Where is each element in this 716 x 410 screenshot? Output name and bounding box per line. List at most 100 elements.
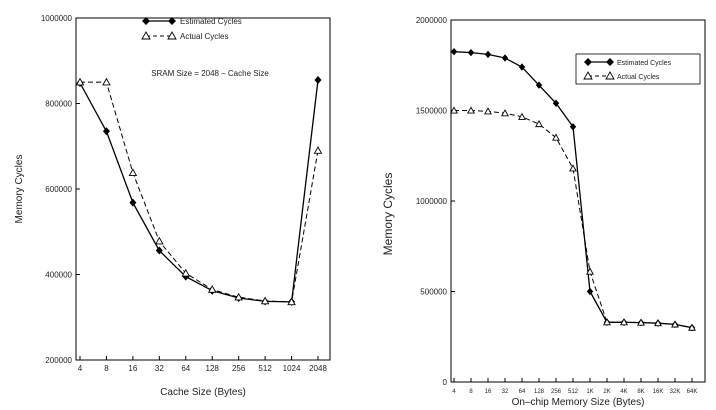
left-estimated-cycles-point	[314, 75, 322, 84]
right-y-axis-label: Memory Cycles	[381, 173, 395, 256]
right-legend: Estimated Cycles Actual Cycles	[575, 53, 701, 85]
right-actual-cycles-point	[654, 319, 662, 327]
right-legend-box	[575, 53, 701, 85]
chart-left-cache-size: Memory Cycles Cache Size (Bytes) SRAM Si…	[14, 14, 331, 398]
left-legend-estimated-marker-end	[168, 17, 176, 25]
right-legend-actual-marker	[583, 71, 593, 80]
right-estimated-cycles-point	[535, 81, 543, 89]
right-actual-cycles-point	[688, 323, 696, 331]
right-x-tick-label: 64	[519, 389, 526, 395]
left-legend: Estimated Cycles Actual Cycles	[141, 17, 242, 41]
left-x-tick-label: 32	[155, 364, 164, 373]
left-x-tick-label: 8	[104, 364, 109, 373]
right-estimated-cycles-point	[484, 50, 492, 59]
left-actual-cycles-point	[313, 146, 323, 154]
left-estimated-cycles-point	[102, 127, 110, 136]
left-x-tick-label: 512	[258, 364, 272, 373]
right-estimated-cycles-point	[569, 123, 577, 131]
right-x-tick-label: 16	[485, 389, 492, 395]
right-x-tick-label: 16K	[653, 389, 664, 395]
left-estimated-cycles-point	[155, 246, 163, 255]
right-actual-cycles-point	[671, 320, 679, 328]
left-legend-actual-label: Actual Cycles	[180, 32, 228, 41]
right-x-tick-label: 256	[551, 389, 562, 395]
right-x-tick-label: 8	[469, 389, 473, 395]
left-actual-cycles-point	[260, 296, 270, 305]
right-x-tick-label: 4K	[620, 389, 627, 395]
right-estimated-cycles-point	[586, 287, 594, 296]
left-legend-actual-marker	[141, 31, 151, 40]
right-actual-cycles-point	[467, 106, 475, 114]
right-x-axis-label: On–chip Memory Size (Bytes)	[512, 397, 645, 408]
right-actual-cycles-point	[484, 107, 492, 115]
left-estimated-cycles-line	[79, 79, 319, 303]
right-y-tick-label: 1500000	[416, 107, 448, 116]
right-actual-cycles-point	[586, 267, 594, 275]
left-estimated-cycles-point	[129, 198, 137, 207]
left-legend-estimated-marker	[142, 17, 150, 25]
left-x-tick-label: 16	[128, 364, 137, 373]
right-x-tick-label: 1K	[586, 389, 593, 395]
left-actual-cycles-point	[234, 292, 243, 301]
right-x-tick-label: 128	[534, 389, 545, 395]
right-legend-estimated-marker-end	[606, 58, 614, 66]
right-legend-estimated-label: Estimated Cycles	[617, 60, 672, 67]
left-x-tick-label: 64	[181, 364, 190, 373]
left-x-tick-label: 128	[206, 364, 220, 373]
right-actual-cycles-point	[603, 318, 611, 326]
right-legend-estimated-marker	[584, 58, 592, 66]
left-x-tick-label: 256	[232, 364, 246, 373]
right-x-tick-label: 32	[502, 389, 509, 395]
right-actual-cycles-point	[518, 112, 526, 120]
right-actual-cycles-point	[450, 106, 458, 114]
right-actual-cycles-point	[501, 109, 509, 117]
right-y-tick-label: 2000000	[416, 16, 448, 25]
left-x-tick-label: 1024	[283, 364, 301, 373]
left-y-tick-label: 400000	[45, 271, 72, 280]
left-actual-cycles-point	[181, 268, 191, 277]
chart-right-onchip-memory: Memory Cycles On–chip Memory Size (Bytes…	[381, 16, 706, 408]
right-x-tick-label: 64K	[687, 389, 698, 395]
right-estimated-cycles-point	[467, 48, 475, 57]
left-actual-cycles-point	[155, 236, 164, 245]
left-actual-cycles-point	[75, 77, 85, 86]
left-actual-cycles-point	[207, 285, 217, 293]
right-actual-cycles-point	[637, 318, 645, 326]
left-y-tick-label: 800000	[45, 100, 72, 109]
right-y-tick-label: 0	[443, 378, 448, 387]
right-estimated-cycles-line	[453, 51, 693, 329]
right-estimated-cycles-point	[501, 54, 509, 62]
left-annotation: SRAM Size = 2048 – Cache Size	[151, 69, 269, 78]
right-estimated-cycles-point	[552, 99, 560, 107]
left-x-tick-label: 2048	[309, 364, 327, 373]
right-y-tick-label: 1000000	[416, 197, 448, 206]
right-actual-cycles-line	[454, 110, 693, 329]
right-x-tick-label: 32K	[670, 389, 681, 395]
left-ticks: 200000 400000 600000 800000 1000000 4 8 16 32 64 1…	[41, 14, 328, 373]
right-x-tick-label: 2K	[603, 389, 610, 395]
right-x-tick-label: 8K	[637, 389, 644, 395]
right-series	[450, 47, 696, 332]
right-ticks: 0 500000 1000000 1500000 2000000 4 8 16 32 64 128 2…	[416, 16, 698, 395]
left-y-axis-label: Memory Cycles	[14, 155, 25, 224]
right-actual-cycles-point	[620, 318, 628, 326]
left-actual-cycles-line	[80, 81, 319, 303]
left-legend-estimated-label: Estimated Cycles	[180, 17, 242, 26]
left-actual-cycles-point	[102, 77, 111, 86]
left-actual-cycles-point	[287, 297, 296, 306]
right-y-tick-label: 500000	[420, 288, 447, 297]
left-y-tick-label: 1000000	[41, 14, 73, 23]
right-legend-actual-label: Actual Cycles	[617, 74, 660, 81]
left-x-tick-label: 4	[78, 364, 83, 373]
right-estimated-cycles-point	[518, 63, 526, 71]
right-estimated-cycles-point	[450, 47, 458, 56]
right-legend-actual-marker-end	[605, 71, 615, 80]
left-series	[75, 75, 323, 306]
left-x-axis-label: Cache Size (Bytes)	[160, 387, 246, 398]
left-y-tick-label: 600000	[45, 185, 72, 194]
right-x-tick-label: 4	[452, 389, 456, 395]
right-actual-cycles-point	[535, 119, 543, 128]
left-y-tick-label: 200000	[45, 356, 72, 365]
right-actual-cycles-point	[552, 133, 560, 141]
